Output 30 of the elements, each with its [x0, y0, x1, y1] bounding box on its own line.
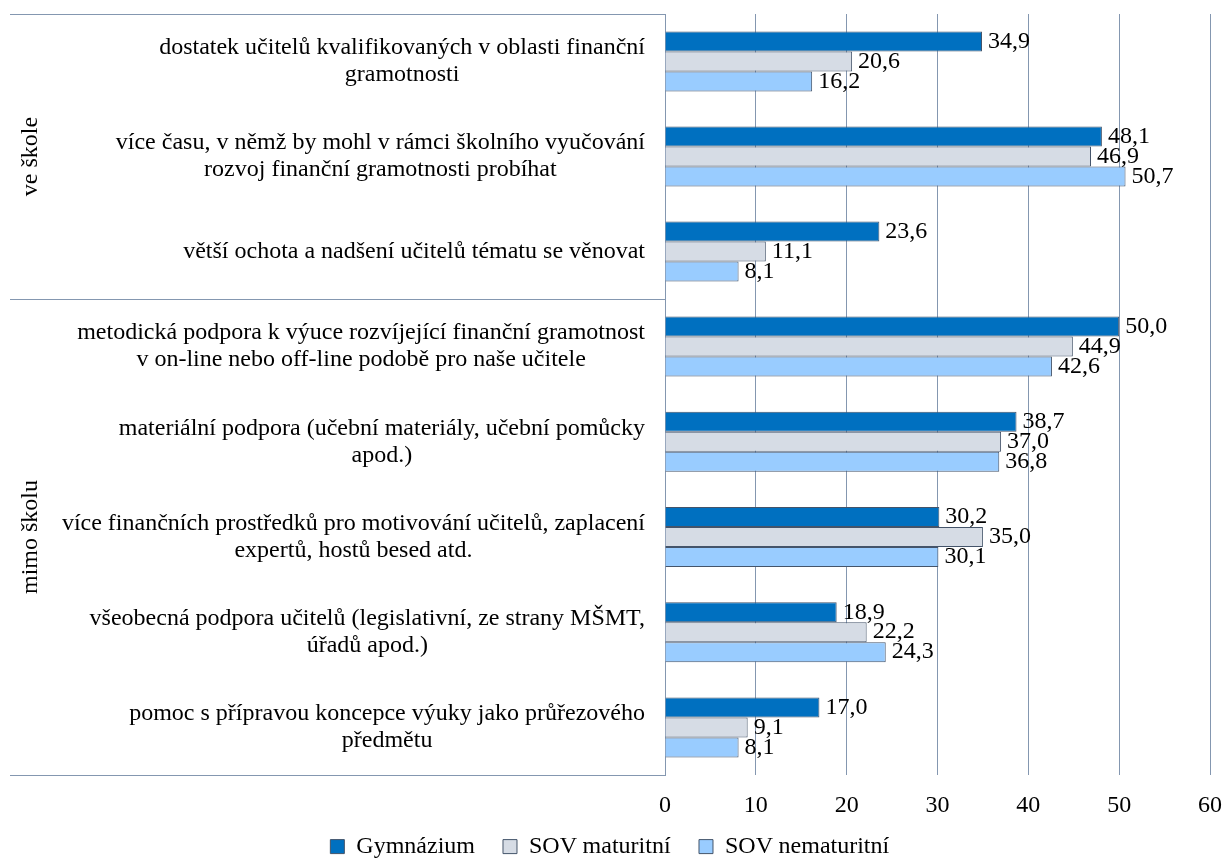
x-tick-label: 0: [659, 790, 671, 817]
x-tick-label: 20: [834, 790, 859, 817]
x-tick-label: 40: [1016, 790, 1041, 817]
data-label: 44,9: [1078, 331, 1121, 358]
data-label: 23,6: [885, 216, 928, 243]
y-tick-label: více finančních prostředků pro motivování učitelů, zaplacení expertů, hostů besed atd.: [61, 508, 646, 562]
y-axis-title: ve škole: [15, 116, 42, 197]
y-tick-label: všeobecná podpora učitelů (legislativní, ze strany MŠMT, úřadů apod.): [89, 604, 646, 657]
y-tick-label: pomoc s přípravou koncepce výuky jako průřezového předmětu: [129, 699, 645, 753]
x-tick-label: 60: [1198, 790, 1222, 817]
data-label: 30,2: [945, 502, 988, 529]
y-tick-label: více času, v němž by mohl v rámci školního vyučování rozvoj finanční gramotnosti probíhat: [115, 128, 646, 182]
legend-label: SOV nematuritní: [724, 831, 890, 858]
data-label: 17,0: [825, 692, 868, 719]
data-label: 18,9: [842, 597, 885, 624]
data-label: 35,0: [988, 522, 1031, 549]
data-label: 30,1: [944, 542, 987, 569]
x-tick-label: 10: [743, 790, 768, 817]
x-tick-label: 50: [1107, 790, 1132, 817]
data-label: 20,6: [858, 46, 901, 73]
y-tick-label: metodická podpora k výuce rozvíjející finanční gramotnost v on-line nebo off-line podobě pro naše učitele: [77, 318, 646, 372]
x-tick-label: 30: [925, 790, 950, 817]
y-axis-title: mimo školu: [15, 479, 42, 595]
y-tick-label: větší ochota a nadšení učitelů tématu se věnovat: [183, 236, 646, 263]
data-label: 34,9: [988, 26, 1031, 53]
legend-label: SOV maturitní: [529, 831, 671, 858]
y-tick-label: materiální podpora (učební materiály, učební pomůcky apod.): [118, 413, 646, 467]
data-label: 50,0: [1125, 311, 1168, 338]
legend-label: Gymnázium: [356, 831, 476, 858]
y-tick-label: dostatek učitelů kvalifikovaných v oblasti finanční gramotnosti: [159, 33, 646, 87]
